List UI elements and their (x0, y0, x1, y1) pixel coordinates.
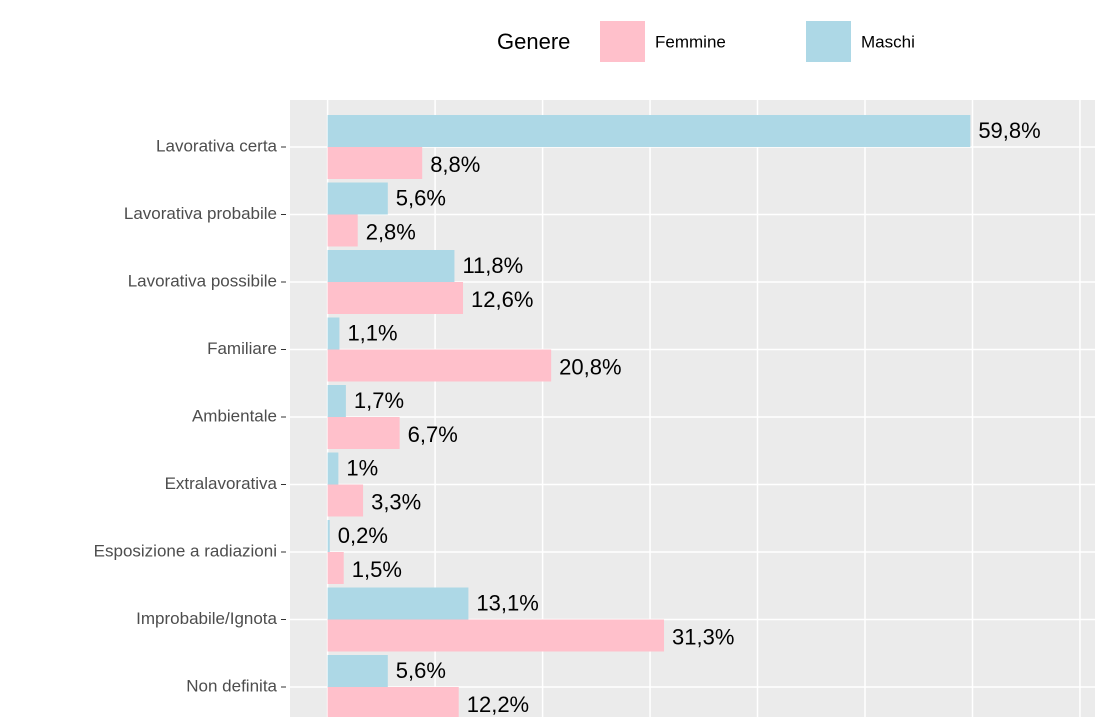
value-label: 6,7% (408, 422, 458, 447)
bar (327, 385, 346, 417)
value-label: 12,6% (471, 287, 533, 312)
bar (327, 655, 388, 687)
value-label: 31,3% (672, 624, 734, 649)
y-tick-label: Lavorativa certa (156, 136, 277, 155)
bar (327, 349, 552, 382)
y-tick-label: Improbabile/Ignota (136, 609, 277, 628)
value-label: 1,7% (354, 388, 404, 413)
y-tick-label: Esposizione a radiazioni (94, 541, 277, 560)
bar (327, 317, 340, 350)
value-label: 3,3% (371, 489, 421, 514)
value-label: 13,1% (476, 590, 538, 615)
legend-label: Femmine (655, 32, 726, 51)
value-label: 1,5% (352, 557, 402, 582)
bar (327, 484, 364, 517)
value-label: 0,2% (338, 523, 388, 548)
bar (327, 452, 339, 485)
legend-label: Maschi (861, 32, 915, 51)
y-tick-label: Ambientale (192, 406, 277, 425)
bar (327, 147, 423, 179)
legend-key (806, 21, 851, 62)
bar (327, 619, 665, 652)
value-label: 1,1% (347, 320, 397, 345)
bar (327, 417, 400, 449)
bar (327, 552, 344, 584)
y-tick-label: Extralavorativa (165, 474, 278, 493)
value-label: 5,6% (396, 658, 446, 683)
value-label: 2,8% (366, 219, 416, 244)
y-tick-label: Non definita (186, 676, 277, 695)
bar (327, 282, 464, 314)
value-label: 1% (346, 455, 378, 480)
bar (327, 250, 455, 282)
value-label: 20,8% (559, 354, 621, 379)
bar (327, 587, 469, 620)
bar (327, 520, 330, 552)
y-tick-label: Lavorativa possibile (128, 271, 277, 290)
value-label: 12,2% (467, 692, 529, 717)
legend-key (600, 21, 645, 62)
bar (327, 115, 971, 147)
value-label: 11,8% (462, 253, 523, 278)
bar (327, 687, 459, 717)
value-label: 8,8% (430, 152, 480, 177)
y-tick-label: Familiare (207, 339, 277, 358)
y-tick-label: Lavorativa probabile (124, 204, 277, 223)
value-label: 59,8% (978, 118, 1040, 143)
bar (327, 182, 388, 215)
legend-title: Genere (497, 29, 570, 54)
value-label: 5,6% (396, 185, 446, 210)
bar (327, 214, 358, 247)
